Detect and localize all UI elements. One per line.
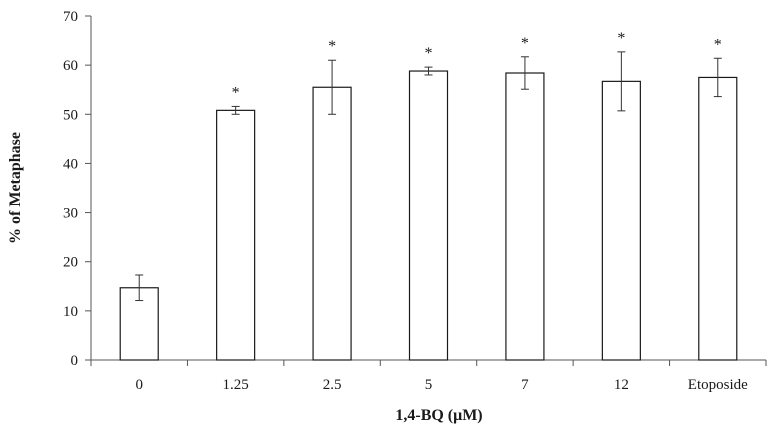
bar (408, 70, 449, 361)
bar (216, 109, 256, 361)
x-tick-label: 2.5 (323, 377, 342, 393)
significance-marker: * (521, 35, 529, 52)
bars: * * * * * * (119, 30, 738, 361)
x-axis: 0 1.25 2.5 5 7 12 Etoposide (90, 359, 767, 393)
bar (601, 80, 641, 361)
y-axis-title: % of Metaphase (7, 132, 24, 244)
y-tick-label: 0 (71, 353, 79, 369)
y-axis: 0 10 20 30 40 50 60 70 (63, 9, 92, 369)
y-tick-label: 40 (63, 156, 78, 172)
x-tick-label: 5 (425, 377, 433, 393)
y-tick-label: 20 (63, 255, 78, 271)
x-tick-label: 7 (521, 377, 529, 393)
bar (312, 86, 352, 361)
x-tick-label: 1.25 (223, 377, 249, 393)
bar (698, 76, 738, 361)
y-tick-label: 30 (63, 206, 78, 222)
significance-marker: * (328, 38, 336, 55)
y-tick-label: 70 (63, 9, 78, 25)
y-tick-label: 60 (63, 58, 78, 74)
y-tick-label: 10 (63, 304, 78, 320)
x-axis-title: 1,4-BQ (μM) (395, 407, 482, 424)
significance-marker: * (714, 36, 722, 53)
bar (505, 72, 545, 361)
x-tick-label: Etoposide (688, 377, 748, 393)
significance-marker: * (617, 30, 625, 47)
x-tick-label: 0 (135, 377, 143, 393)
x-tick-label: 12 (614, 377, 629, 393)
significance-marker: * (425, 45, 433, 62)
significance-marker: * (232, 84, 240, 101)
y-tick-label: 50 (63, 107, 78, 123)
